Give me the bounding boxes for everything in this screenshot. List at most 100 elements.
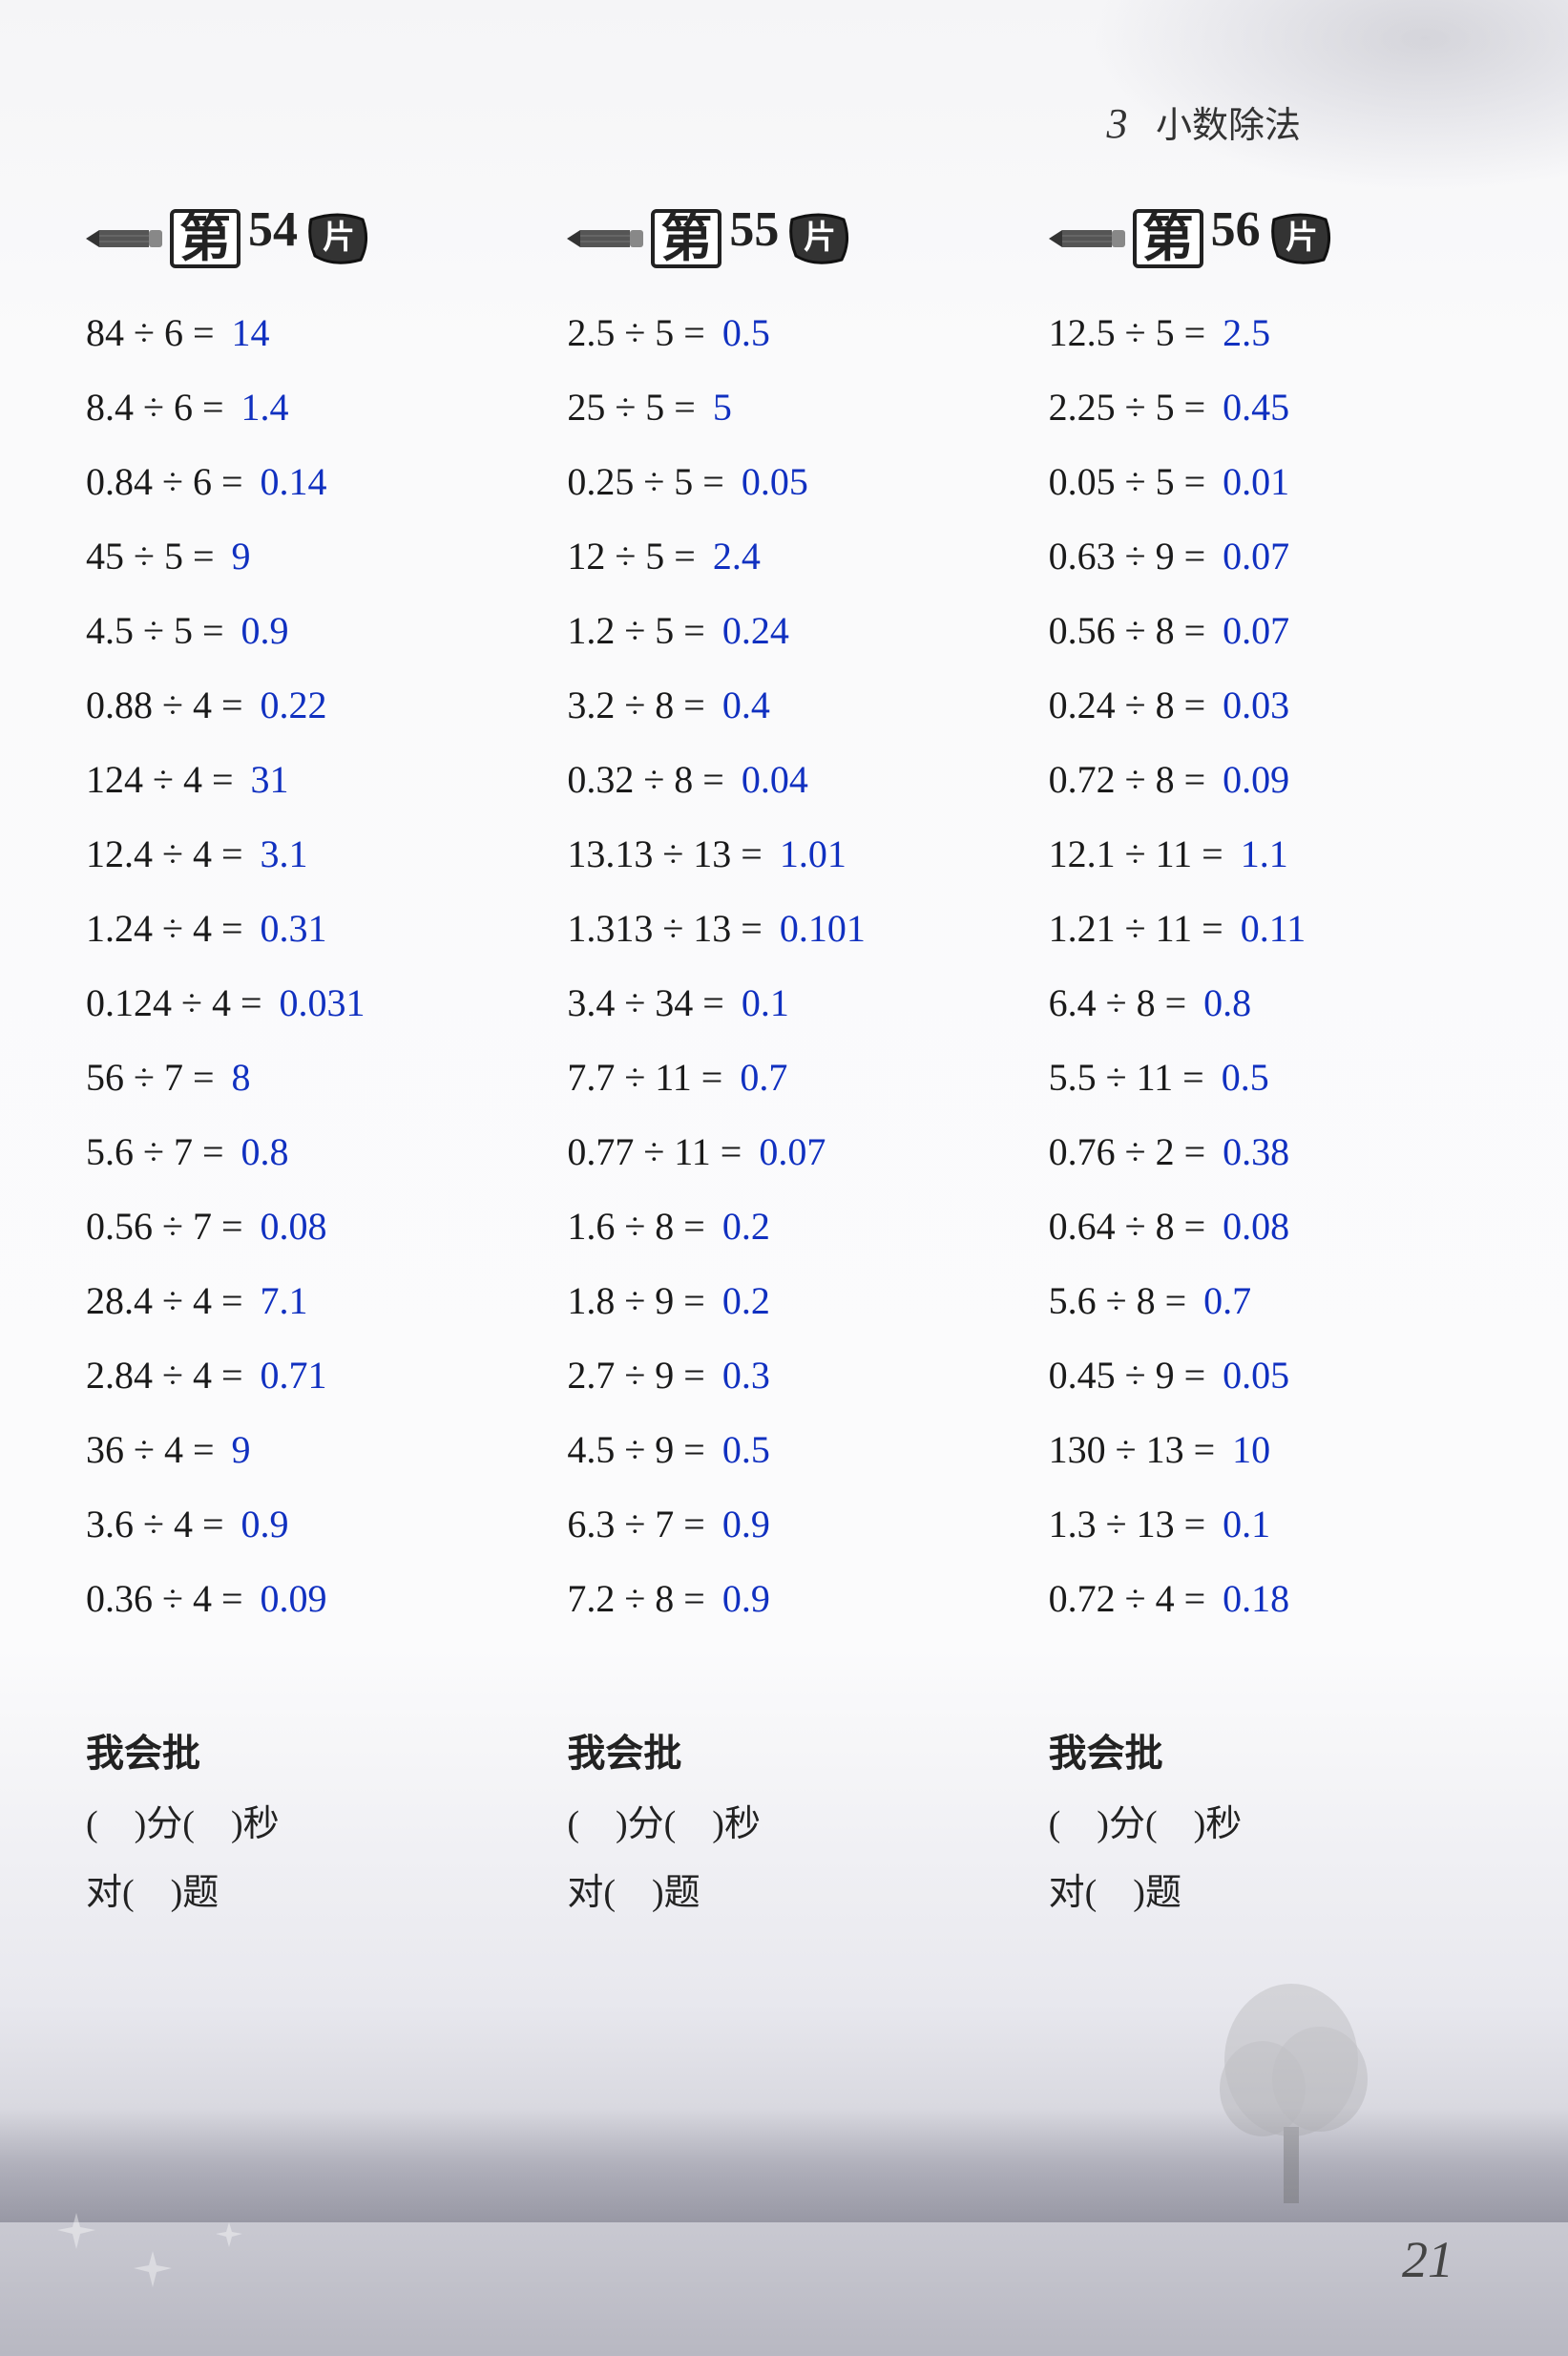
problem-question: 0.56 ÷ 8 = [1049,608,1206,653]
problem-row: 0.72 ÷ 4 =0.18 [1049,1576,1511,1651]
problem-answer: 0.8 [1203,980,1251,1025]
problem-answer: 0.24 [722,608,789,653]
problem-answer: 0.1 [1223,1502,1270,1546]
problem-question: 0.24 ÷ 8 = [1049,683,1206,727]
problem-answer: 0.9 [722,1576,770,1621]
problem-list: 84 ÷ 6 =148.4 ÷ 6 =1.40.84 ÷ 6 =0.1445 ÷… [86,310,548,1651]
problem-row: 7.2 ÷ 8 = 0.9 [567,1576,1029,1651]
problem-row: 1.3 ÷ 13 =0.1 [1049,1502,1511,1576]
problem-answer: 0.07 [1223,534,1289,578]
problem-answer: 0.031 [280,980,366,1025]
problem-answer: 5 [713,385,732,430]
problem-question: 0.88 ÷ 4 = [86,683,243,727]
problem-row: 7.7 ÷ 11 =0.7 [567,1055,1029,1129]
worksheet-column: 第56片12.5 ÷ 5 =2.52.25 ÷ 5 =0.450.05 ÷ 5 … [1049,191,1511,1927]
card-number: 54 [248,201,298,258]
problem-row: 0.76 ÷ 2 = 0.38 [1049,1129,1511,1204]
problem-row: 0.05 ÷ 5 =0.01 [1049,459,1511,534]
self-check-block: 我会批( )分( )秒对( )题 [1049,1717,1511,1927]
self-check-block: 我会批( )分( )秒对( )题 [86,1717,548,1927]
problem-answer: 1.4 [241,385,289,430]
problem-question: 12.4 ÷ 4 = [86,831,243,876]
chapter-header: 3 小数除法 [1106,95,1301,148]
problem-row: 13.13 ÷ 13 =1.01 [567,831,1029,906]
problem-answer: 0.2 [722,1278,770,1323]
self-check-correct-line: 对( )题 [1049,1859,1511,1927]
svg-text:片: 片 [323,220,355,256]
pencil-icon [86,227,162,250]
problem-answer: 0.18 [1223,1576,1289,1621]
worksheet-column: 第54片84 ÷ 6 =148.4 ÷ 6 =1.40.84 ÷ 6 =0.14… [86,191,548,1927]
problem-answer: 2.5 [1223,310,1270,355]
problem-answer: 0.11 [1241,906,1307,951]
problem-answer: 9 [232,1427,251,1472]
problem-question: 0.05 ÷ 5 = [1049,459,1206,504]
card-suffix-badge: 片 [1268,208,1335,269]
problem-answer: 0.7 [1203,1278,1251,1323]
problem-question: 28.4 ÷ 4 = [86,1278,243,1323]
problem-row: 0.84 ÷ 6 =0.14 [86,459,548,534]
problem-row: 1.313 ÷ 13 =0.101 [567,906,1029,980]
problem-row: 0.36 ÷ 4 =0.09 [86,1576,548,1651]
self-check-header: 我会批 [567,1717,1029,1790]
problem-question: 2.25 ÷ 5 = [1049,385,1206,430]
problem-answer: 0.38 [1223,1129,1289,1174]
problem-row: 25 ÷ 5 =5 [567,385,1029,459]
problem-answer: 1.1 [1241,831,1288,876]
problem-question: 2.5 ÷ 5 = [567,310,705,355]
problem-row: 8.4 ÷ 6 =1.4 [86,385,548,459]
problem-row: 0.25 ÷ 5 =0.05 [567,459,1029,534]
problem-question: 124 ÷ 4 = [86,757,234,802]
problem-row: 6.4 ÷ 8 =0.8 [1049,980,1511,1055]
problem-answer: 0.05 [742,459,808,504]
self-check-time-line: ( )分( )秒 [1049,1790,1511,1859]
problem-answer: 8 [232,1055,251,1100]
problem-answer: 31 [251,757,289,802]
problem-row: 2.5 ÷ 5 = 0.5 [567,310,1029,385]
problem-row: 5.6 ÷ 8 =0.7 [1049,1278,1511,1353]
problem-answer: 0.04 [742,757,808,802]
problem-row: 3.6 ÷ 4 = 0.9 [86,1502,548,1576]
problem-row: 4.5 ÷ 9 =0.5 [567,1427,1029,1502]
columns-container: 第54片84 ÷ 6 =148.4 ÷ 6 =1.40.84 ÷ 6 =0.14… [86,191,1511,1927]
problem-question: 1.24 ÷ 4 = [86,906,243,951]
problem-answer: 0.3 [722,1353,770,1398]
problem-question: 3.6 ÷ 4 = [86,1502,224,1546]
decorative-sparkles [38,2175,324,2318]
problem-answer: 0.7 [740,1055,787,1100]
problem-answer: 0.5 [722,310,770,355]
problem-row: 56 ÷ 7 =8 [86,1055,548,1129]
problem-row: 36 ÷ 4 =9 [86,1427,548,1502]
problem-row: 12.5 ÷ 5 = 2.5 [1049,310,1511,385]
problem-row: 5.5 ÷ 11 =0.5 [1049,1055,1511,1129]
problem-row: 3.2 ÷ 8 =0.4 [567,683,1029,757]
problem-question: 1.313 ÷ 13 = [567,906,763,951]
problem-answer: 0.09 [261,1576,327,1621]
problem-answer: 0.22 [261,683,327,727]
problem-question: 0.63 ÷ 9 = [1049,534,1206,578]
problem-answer: 1.01 [780,831,847,876]
svg-text:片: 片 [1286,220,1318,256]
card-number: 56 [1211,201,1261,258]
chapter-title: 小数除法 [1156,106,1301,146]
problem-row: 0.88 ÷ 4 = 0.22 [86,683,548,757]
problem-row: 0.63 ÷ 9 = 0.07 [1049,534,1511,608]
problem-answer: 14 [232,310,270,355]
problem-row: 124 ÷ 4 = 31 [86,757,548,831]
card-prefix-label: 第 [1133,209,1203,268]
problem-question: 130 ÷ 13 = [1049,1427,1216,1472]
problem-row: 4.5 ÷ 5 =0.9 [86,608,548,683]
problem-row: 0.77 ÷ 11 =0.07 [567,1129,1029,1204]
problem-question: 0.76 ÷ 2 = [1049,1129,1206,1174]
pencil-icon [567,227,643,250]
problem-question: 45 ÷ 5 = [86,534,215,578]
problem-row: 2.84 ÷ 4 =0.71 [86,1353,548,1427]
problem-question: 7.2 ÷ 8 = [567,1576,705,1621]
problem-question: 12.5 ÷ 5 = [1049,310,1206,355]
problem-answer: 0.1 [742,980,789,1025]
problem-answer: 0.09 [1223,757,1289,802]
problem-question: 0.77 ÷ 11 = [567,1129,742,1174]
problem-answer: 0.9 [241,1502,289,1546]
problem-row: 12.4 ÷ 4 =3.1 [86,831,548,906]
self-check-correct-line: 对( )题 [86,1859,548,1927]
